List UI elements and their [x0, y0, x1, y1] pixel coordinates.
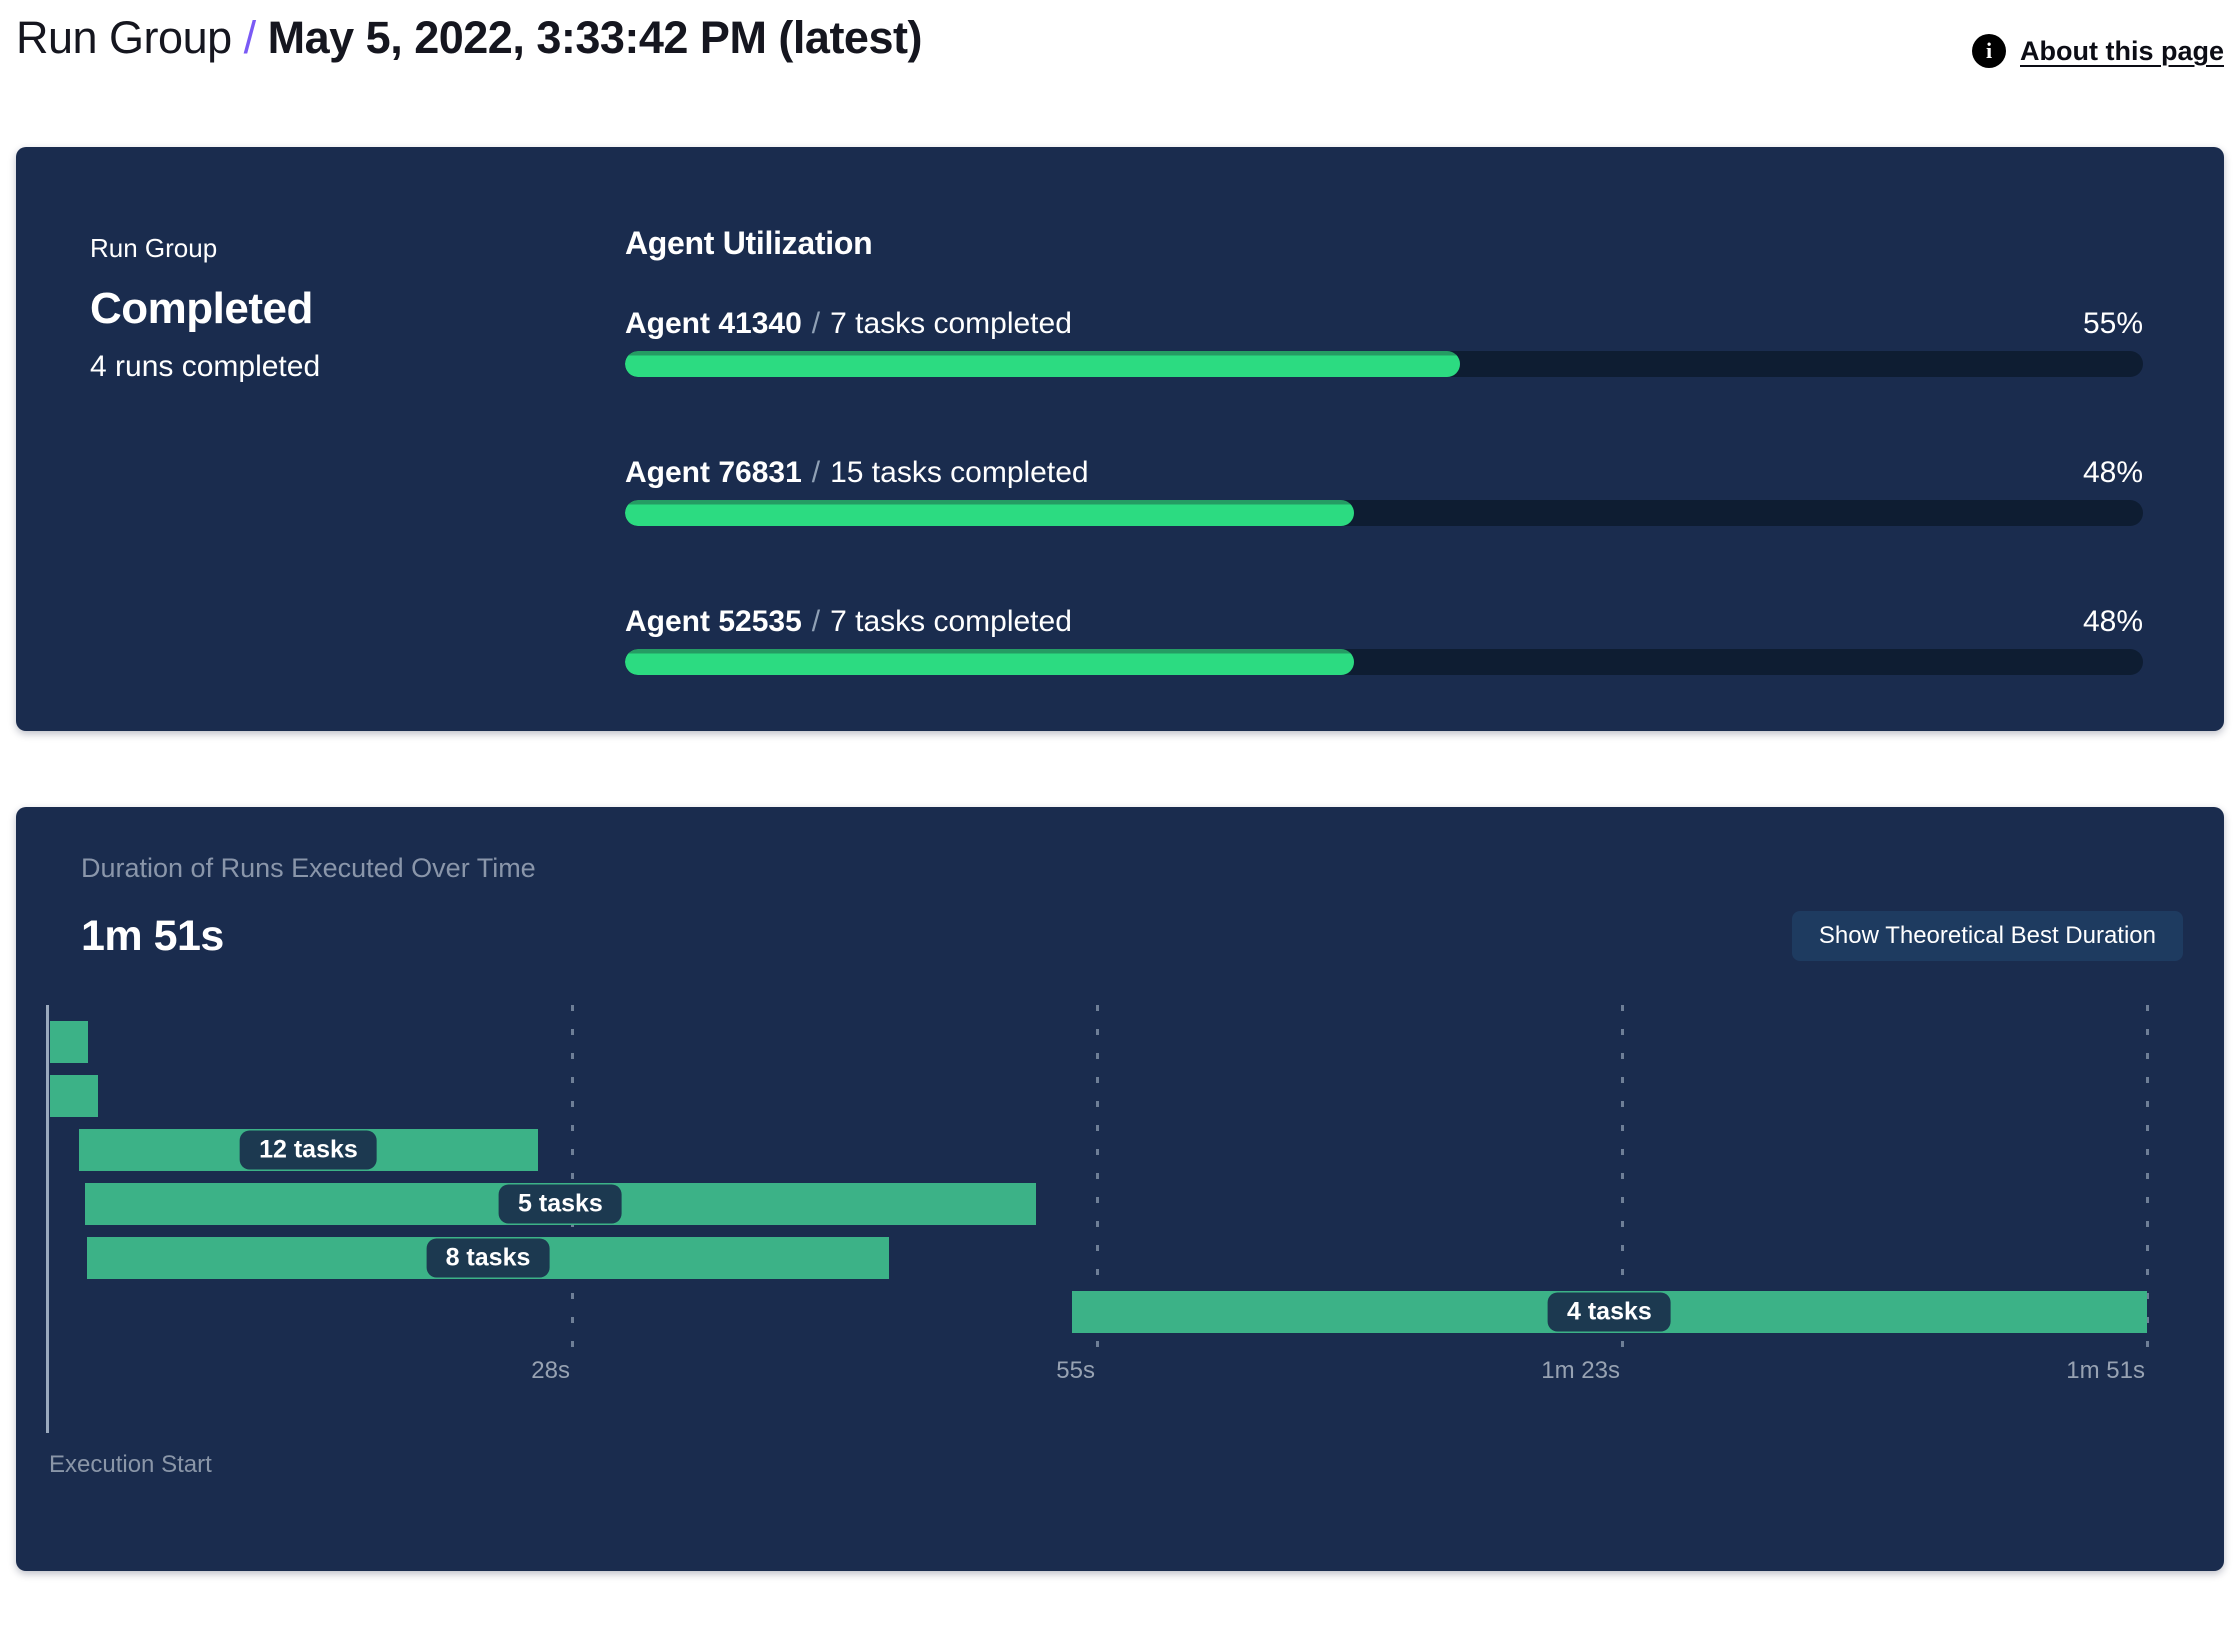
agent-row: Agent 41340 / 7 tasks completed 55%	[625, 307, 2143, 377]
agent-name: Agent 52535	[625, 605, 802, 638]
run-group-summary-card: Run Group Completed 4 runs completed Age…	[16, 147, 2224, 731]
agent-separator: /	[811, 307, 821, 340]
agent-name: Agent 76831	[625, 456, 802, 489]
info-icon: i	[1972, 34, 2006, 68]
utilization-bar-track	[625, 500, 2143, 526]
execution-start-label: Execution Start	[49, 1451, 212, 1478]
utilization-bar-fill	[625, 351, 1460, 377]
agent-separator: /	[811, 605, 821, 638]
agent-tasks-completed: 15 tasks completed	[830, 456, 1089, 489]
status-value: Completed	[90, 284, 313, 333]
run-bar[interactable]	[50, 1021, 88, 1063]
duration-chart-title: Duration of Runs Executed Over Time	[81, 853, 536, 883]
runs-completed-summary: 4 runs completed	[90, 350, 321, 383]
run-date-title: May 5, 2022, 3:33:42 PM (latest)	[267, 12, 923, 63]
breadcrumb-separator: /	[243, 12, 257, 63]
utilization-bar-track	[625, 649, 2143, 675]
run-task-count-badge: 4 tasks	[1547, 1292, 1671, 1332]
run-bar[interactable]: 8 tasks	[86, 1237, 890, 1279]
about-this-page-link[interactable]: i About this page	[1972, 34, 2224, 68]
agent-separator: /	[811, 456, 821, 489]
x-axis-tick-label: 1m 51s	[2066, 1357, 2145, 1384]
agent-name: Agent 41340	[625, 307, 802, 340]
run-task-count-badge: 5 tasks	[499, 1184, 622, 1224]
run-bar[interactable]: 5 tasks	[84, 1183, 1037, 1225]
breadcrumb-run-group: Run Group	[16, 12, 232, 63]
status-card-label: Run Group	[90, 233, 218, 263]
page-title: Run Group / May 5, 2022, 3:33:42 PM (lates…	[16, 8, 922, 69]
agent-utilization-percent: 55%	[2082, 307, 2143, 340]
run-bar[interactable]: 4 tasks	[1071, 1291, 2147, 1333]
run-task-count-badge: 12 tasks	[240, 1130, 377, 1170]
agent-utilization-percent: 48%	[2082, 456, 2143, 489]
page-header: Run Group / May 5, 2022, 3:33:42 PM (lates…	[16, 8, 2224, 69]
total-duration-value: 1m 51s	[81, 911, 224, 960]
run-group-status: Run Group Completed 4 runs completed	[90, 233, 320, 384]
utilization-bar-fill	[625, 649, 1354, 675]
gridline-1m51s	[2146, 1005, 2149, 1350]
utilization-bar-fill	[625, 500, 1354, 526]
x-axis-tick-label: 55s	[1056, 1357, 1095, 1384]
agent-utilization-title: Agent Utilization	[625, 225, 873, 261]
run-task-count-badge: 8 tasks	[426, 1238, 550, 1278]
gridline-1m23s	[1621, 1005, 1624, 1350]
duration-chart-card: Duration of Runs Executed Over Time 1m 5…	[16, 807, 2224, 1571]
x-axis-tick-label: 1m 23s	[1541, 1357, 1620, 1384]
y-axis-line	[46, 1005, 49, 1433]
x-axis-tick-label: 28s	[531, 1357, 570, 1384]
agent-tasks-completed: 7 tasks completed	[830, 605, 1072, 638]
agent-utilization-section: Agent Utilization Agent 41340 / 7 tasks …	[625, 225, 2143, 675]
about-this-page-label: About this page	[2020, 35, 2224, 66]
agent-row: Agent 52535 / 7 tasks completed 48%	[625, 605, 2143, 675]
gridline-55s	[1096, 1005, 1099, 1350]
gridline-28s	[571, 1005, 574, 1350]
show-theoretical-best-duration-button[interactable]: Show Theoretical Best Duration	[1791, 911, 2183, 961]
agent-tasks-completed: 7 tasks completed	[830, 307, 1072, 340]
run-bar[interactable]	[50, 1075, 99, 1117]
gantt-chart: 12 tasks 5 tasks 8 tasks 4 tasks 28s 55s	[46, 1005, 2149, 1435]
run-bar[interactable]: 12 tasks	[78, 1129, 539, 1171]
agent-row: Agent 76831 / 15 tasks completed 48%	[625, 456, 2143, 526]
utilization-bar-track	[625, 351, 2143, 377]
agent-utilization-percent: 48%	[2082, 605, 2143, 638]
